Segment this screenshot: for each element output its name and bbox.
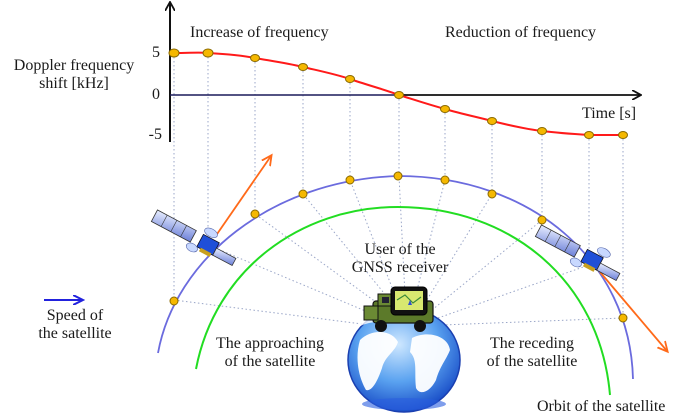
curve-markers: [168, 48, 628, 139]
receding-line1: The receding: [490, 335, 574, 352]
earth-horizon-arc: [195, 205, 611, 396]
y-axis-label: Doppler frequency shift [kHz]: [0, 57, 148, 93]
user-label: User of the GNSS receiver: [340, 241, 460, 277]
orbit-label: Orbit of the satellite: [537, 398, 666, 415]
satellite-icon: [150, 209, 237, 267]
y-tick-5: 5: [152, 44, 160, 61]
speed-legend-line2: the satellite: [38, 325, 112, 342]
y-tick-minus-5: -5: [148, 126, 162, 143]
projection-guides: [173, 53, 624, 318]
y-axis-label-line1: Doppler frequency: [13, 57, 135, 74]
chart-axes: [170, 3, 640, 142]
y-axis-label-line2: shift [kHz]: [39, 75, 109, 92]
receding-line2: of the satellite: [486, 353, 578, 370]
approaching-label: The approaching of the satellite: [205, 335, 335, 371]
satellite-icon: [534, 224, 621, 282]
region-reduction-label: Reduction of frequency: [445, 24, 597, 41]
orbit-markers: [169, 171, 628, 323]
signal-lines: [173, 175, 624, 326]
approaching-line1: The approaching: [216, 335, 324, 352]
receding-label: The receding of the satellite: [472, 335, 592, 371]
x-axis-label: Time [s]: [582, 105, 637, 122]
approaching-line2: of the satellite: [224, 353, 316, 370]
gnss-device-icon: [390, 286, 428, 316]
velocity-arrow-right: [599, 271, 667, 351]
earth-globe-icon: [347, 307, 461, 413]
speed-legend-line1: Speed of: [46, 307, 104, 324]
user-label-line1: User of the: [364, 241, 436, 258]
y-tick-0: 0: [152, 86, 160, 103]
speed-legend-label: Speed of the satellite: [25, 307, 125, 343]
user-label-line2: GNSS receiver: [351, 259, 449, 276]
velocity-arrow-left: [214, 156, 271, 238]
region-increase-label: Increase of frequency: [190, 24, 329, 41]
